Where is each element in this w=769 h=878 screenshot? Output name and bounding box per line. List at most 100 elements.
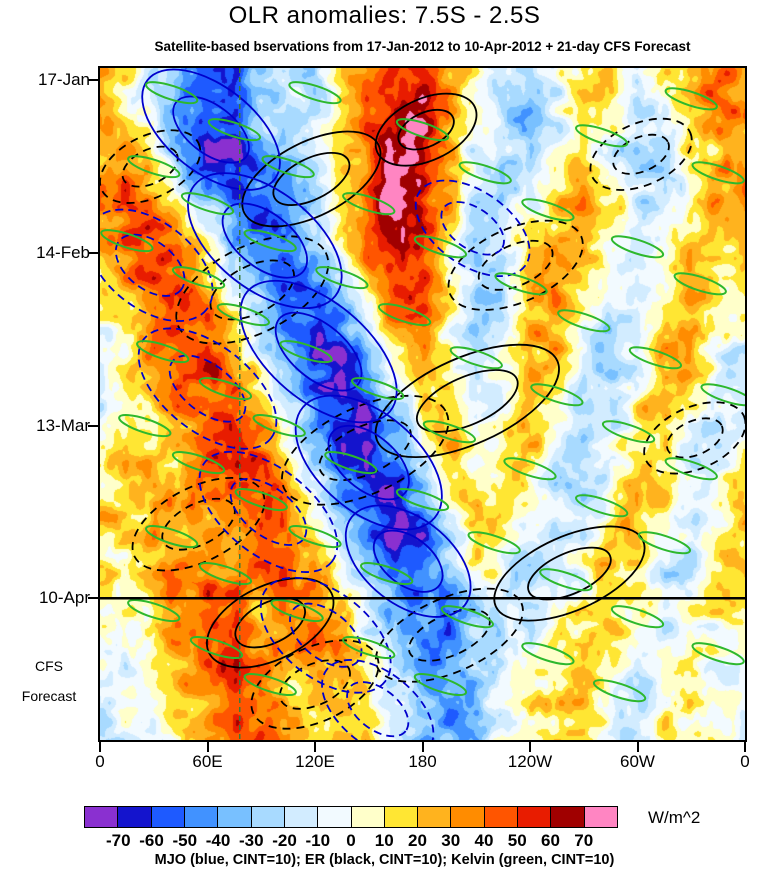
kelvin-wave-contour	[521, 198, 575, 222]
mjo-contour	[414, 179, 531, 278]
colorbar-segment	[584, 807, 617, 827]
colorbar-segment	[118, 807, 152, 827]
kelvin-wave-contour	[198, 377, 253, 401]
kelvin-wave-contour	[628, 346, 683, 370]
kelvin-wave-contour	[351, 377, 405, 401]
y-axis-tick	[88, 79, 98, 82]
kelvin-wave-contour	[494, 272, 548, 296]
mjo-contour	[221, 202, 308, 279]
kelvin-wave-contour	[360, 562, 414, 586]
colorbar-tick-label: 70	[574, 831, 594, 850]
kelvin-wave-contour	[557, 309, 611, 333]
kelvin-wave-contour	[395, 488, 450, 512]
y-axis-label: 17-Jan	[38, 70, 90, 90]
colorbar-segment	[484, 807, 519, 827]
mjo-contour	[294, 394, 443, 531]
kelvin-wave-contour	[171, 266, 226, 290]
kelvin-wave-contour	[342, 192, 396, 216]
colorbar-segment	[384, 807, 419, 827]
er-wave-contour	[374, 92, 478, 167]
kelvin-wave-contour	[691, 161, 745, 185]
kelvin-wave-contour	[521, 642, 575, 666]
kelvin-wave-contour	[180, 192, 235, 216]
forecast-label-line1: CFS	[35, 658, 63, 674]
kelvin-wave-contour	[315, 266, 369, 290]
kelvin-wave-contour	[449, 346, 503, 370]
mjo-contour	[198, 450, 339, 573]
kelvin-wave-contour	[136, 340, 190, 364]
kelvin-wave-contour	[207, 118, 262, 142]
er-wave-contour	[612, 133, 670, 175]
colorbar-segment	[418, 807, 452, 827]
colorbar	[84, 806, 618, 828]
kelvin-wave-contour	[243, 672, 297, 697]
colorbar-segment	[284, 807, 319, 827]
y-axis-tick	[88, 251, 98, 254]
kelvin-wave-contour	[539, 568, 593, 592]
mjo-contour	[321, 659, 435, 740]
kelvin-wave-contour	[100, 229, 154, 253]
x-axis-tick	[744, 742, 746, 752]
kelvin-wave-contour	[198, 562, 253, 586]
mjo-contour	[172, 95, 250, 164]
x-axis-tick	[421, 742, 424, 752]
kelvin-wave-contour	[610, 235, 665, 259]
x-axis-tick	[529, 742, 531, 752]
colorbar-segment	[251, 807, 285, 827]
er-wave-contour	[241, 130, 382, 228]
colorbar-segment	[218, 807, 252, 827]
er-wave-contour	[175, 235, 330, 345]
kelvin-wave-contour	[234, 488, 288, 512]
x-axis-label: 0	[95, 752, 105, 771]
colorbar-segment	[351, 807, 385, 827]
x-axis-tick	[636, 742, 639, 752]
er-wave-contour	[318, 419, 412, 482]
y-axis-label: 14-Feb	[36, 242, 90, 262]
kelvin-wave-contour	[664, 87, 718, 111]
kelvin-wave-contour	[127, 155, 181, 179]
kelvin-wave-contour	[189, 636, 244, 660]
kelvin-wave-contour	[377, 303, 432, 327]
kelvin-wave-contour	[530, 383, 584, 407]
kelvin-wave-contour	[691, 642, 745, 666]
er-wave-contour	[279, 659, 351, 710]
kelvin-wave-contour	[127, 599, 181, 623]
er-wave-contour	[374, 343, 560, 459]
kelvin-wave-contour	[118, 414, 172, 438]
kelvin-wave-contour	[288, 81, 342, 105]
kelvin-wave-contour	[458, 161, 512, 185]
legend-caption: MJO (blue, CINT=10); ER (black, CINT=10)…	[154, 852, 615, 868]
kelvin-wave-contour	[252, 414, 306, 438]
x-axis-label: 60W	[620, 752, 655, 771]
er-wave-contour	[121, 145, 179, 188]
x-axis-tick	[314, 742, 316, 752]
colorbar-segment	[451, 807, 485, 827]
colorbar-tick-label: 40	[474, 831, 494, 850]
x-axis-label: 0	[740, 752, 750, 771]
colorbar-tick-label: 60	[541, 831, 560, 850]
er-wave-contour	[374, 587, 524, 683]
colorbar-units-label: W/m^2	[648, 808, 701, 827]
kelvin-wave-contour	[324, 451, 378, 475]
mjo-contour	[114, 233, 186, 297]
er-wave-contour	[477, 239, 554, 291]
colorbar-tick-label: -40	[205, 831, 231, 850]
er-wave-contour	[527, 546, 612, 601]
er-wave-contour	[408, 608, 491, 662]
plot-area	[98, 66, 747, 742]
kelvin-wave-contour	[270, 599, 324, 623]
colorbar-tick-label: 30	[441, 831, 461, 850]
kelvin-wave-contour	[575, 124, 629, 148]
mjo-contour	[239, 279, 398, 424]
er-wave-contour	[415, 369, 519, 433]
kelvin-wave-contour	[592, 679, 647, 703]
wave-contours-overlay	[100, 68, 745, 740]
er-wave-contour	[272, 151, 351, 206]
er-wave-contour	[206, 577, 335, 669]
kelvin-wave-contour	[243, 229, 297, 253]
er-wave-contour	[397, 108, 455, 151]
kelvin-wave-contour	[216, 303, 270, 327]
x-axis-label: 60E	[192, 752, 223, 771]
kelvin-wave-contour	[342, 636, 396, 660]
